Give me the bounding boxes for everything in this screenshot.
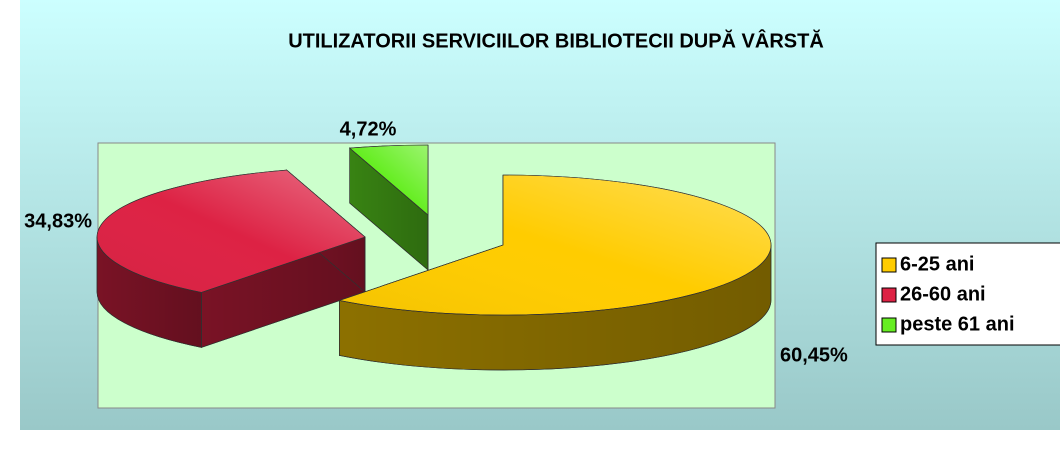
legend-swatch [881,317,897,333]
data-label: 4,72% [340,118,397,140]
legend-swatch [881,287,897,303]
legend-label: peste 61 ani [900,313,1015,335]
pie-slice [338,174,772,371]
data-label: 34,83% [24,210,92,232]
slice-top-shade [338,174,772,316]
pie-slice [96,169,366,348]
slice-top-shade [96,169,366,293]
legend-label: 6-25 ani [900,253,974,275]
legend-swatch [881,257,897,273]
slice-top-shade [348,144,429,216]
pie-slice [348,144,429,271]
legend-label: 26-60 ani [900,283,986,305]
chart-title: UTILIZATORII SERVICIILOR BIBLIOTECII DUP… [288,28,824,52]
legend [875,242,1060,346]
data-label: 60,45% [780,344,848,366]
